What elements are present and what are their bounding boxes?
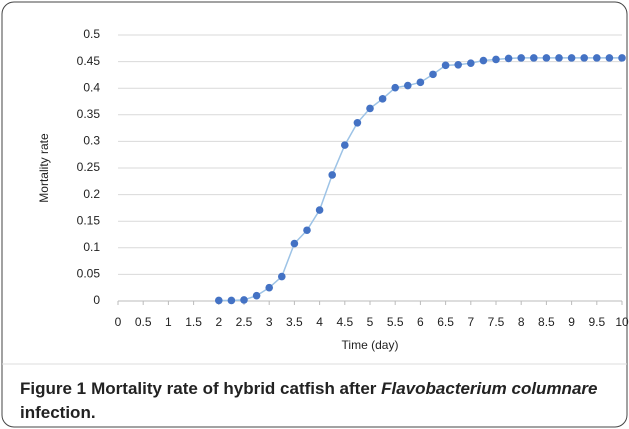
x-tick-label: 1 bbox=[165, 315, 172, 329]
x-tick-label: 0.5 bbox=[135, 315, 152, 329]
caption-label: Figure 1 bbox=[20, 379, 86, 398]
y-tick-label: 0.2 bbox=[83, 187, 100, 201]
data-point bbox=[366, 104, 374, 113]
x-tick-label: 3 bbox=[266, 315, 273, 329]
caption-end: infection. bbox=[20, 403, 96, 422]
x-tick-label: 4 bbox=[316, 315, 323, 329]
x-tick-label: 2.5 bbox=[236, 315, 253, 329]
y-axis-label: Mortality rate bbox=[37, 133, 51, 203]
data-point bbox=[278, 272, 286, 281]
caption-text: Mortality rate of hybrid catfish after bbox=[91, 379, 381, 398]
y-tick-label: 0.1 bbox=[83, 240, 100, 254]
x-tick-label: 3.5 bbox=[286, 315, 303, 329]
x-tick-label: 5.5 bbox=[387, 315, 404, 329]
data-point bbox=[467, 59, 475, 67]
y-tick-label: 0.4 bbox=[83, 80, 100, 94]
x-tick-label: 9 bbox=[568, 315, 575, 329]
data-point bbox=[252, 291, 261, 300]
y-tick-label: 0.3 bbox=[83, 134, 100, 148]
data-point bbox=[530, 54, 538, 62]
data-point bbox=[580, 54, 588, 62]
y-tick-label: 0.35 bbox=[77, 107, 101, 121]
data-point bbox=[618, 54, 626, 62]
x-tick-label: 6 bbox=[417, 315, 424, 329]
data-point bbox=[492, 55, 500, 64]
data-point bbox=[542, 54, 551, 62]
data-point bbox=[517, 54, 525, 62]
x-axis-label: Time (day) bbox=[342, 338, 399, 352]
y-tick-label: 0.25 bbox=[77, 160, 101, 174]
data-point bbox=[265, 283, 274, 292]
data-point bbox=[605, 54, 614, 62]
x-tick-label: 8.5 bbox=[538, 315, 555, 329]
data-point bbox=[215, 296, 223, 305]
data-point bbox=[555, 54, 563, 62]
data-point bbox=[416, 78, 425, 87]
y-tick-label: 0.5 bbox=[83, 27, 100, 41]
data-point bbox=[479, 56, 488, 65]
data-point bbox=[315, 206, 324, 214]
data-point bbox=[378, 95, 387, 103]
data-point bbox=[567, 54, 576, 62]
data-point bbox=[404, 81, 412, 90]
x-tick-label: 4.5 bbox=[336, 315, 353, 329]
y-tick-label: 0.05 bbox=[77, 267, 101, 281]
x-tick-label: 8 bbox=[518, 315, 525, 329]
x-tick-label: 1.5 bbox=[185, 315, 202, 329]
data-point bbox=[504, 54, 513, 63]
x-tick-label: 10 bbox=[615, 315, 629, 329]
x-tick-label: 2 bbox=[215, 315, 222, 329]
plot: 0 0.05 0.1 0.15 0.2 0.25 0.3 0.35 0.4 0.45 0.5 0 0.5… bbox=[77, 27, 629, 329]
data-point bbox=[341, 141, 349, 149]
data-point bbox=[441, 61, 450, 70]
data-point bbox=[353, 118, 362, 127]
y-tick-label: 0.15 bbox=[77, 213, 101, 227]
data-point bbox=[290, 239, 299, 248]
x-tick-label: 7.5 bbox=[488, 315, 505, 329]
data-point bbox=[240, 296, 248, 304]
x-tick-label: 7 bbox=[467, 315, 474, 329]
data-point bbox=[454, 60, 463, 69]
x-tick-label: 0 bbox=[115, 315, 122, 329]
x-tick-label: 5 bbox=[367, 315, 374, 329]
y-tick-label: 0.45 bbox=[77, 54, 101, 68]
data-point bbox=[227, 296, 236, 305]
caption-italic: Flavobacterium columnare bbox=[381, 379, 597, 398]
data-point bbox=[429, 70, 437, 79]
caption: Figure 1 Mortality rate of hybrid catfish… bbox=[20, 379, 597, 398]
data-point bbox=[593, 54, 601, 62]
y-tick-label: 0 bbox=[93, 293, 100, 307]
data-point bbox=[328, 171, 337, 179]
data-point bbox=[391, 83, 400, 92]
x-tick-label: 9.5 bbox=[588, 315, 605, 329]
x-tick-label: 6.5 bbox=[437, 315, 454, 329]
data-point bbox=[303, 226, 311, 235]
